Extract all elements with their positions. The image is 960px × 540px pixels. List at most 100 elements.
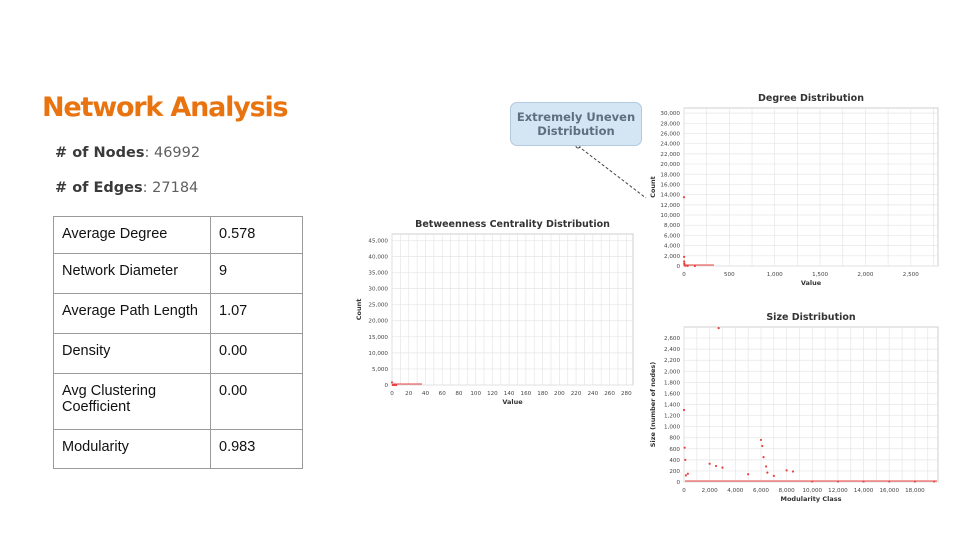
data-point (785, 469, 788, 472)
y-tick-label: 25,000 (368, 303, 388, 309)
data-point (761, 444, 764, 448)
data-point (862, 480, 865, 483)
y-tick-label: 1,000 (664, 425, 680, 431)
edge-count-label: # of Edges (55, 180, 143, 196)
plot-area (683, 107, 939, 267)
data-point (759, 438, 763, 442)
x-tick-label: 10,000 (802, 488, 822, 494)
x-tick-label: 20 (405, 391, 413, 397)
degree-distribution-chart: Degree Distribution 0 500 1,000 1,500 2,000 2,… (649, 93, 939, 287)
data-point (390, 381, 394, 384)
y-tick-label: 2,000 (664, 254, 680, 260)
y-tick-label: 1,800 (664, 380, 680, 386)
y-tick-label: 1,200 (664, 414, 680, 420)
callout-line-2: Distribution (537, 124, 615, 138)
x-tick-label: 260 (604, 391, 615, 397)
metric-name: Average Degree (53, 216, 211, 254)
data-point (714, 464, 718, 468)
x-tick-label: 2,000 (702, 488, 718, 494)
table-row: Average Degree 0.578 (53, 216, 303, 254)
data-point (708, 462, 711, 465)
y-tick-label: 20,000 (660, 162, 680, 168)
y-tick-label: 20,000 (368, 319, 388, 325)
data-point (684, 474, 688, 477)
node-count-label: # of Nodes (55, 145, 145, 161)
y-tick-label: 22,000 (660, 152, 680, 158)
data-point (684, 458, 687, 461)
edge-count: # of Edges: 27184 (55, 180, 198, 196)
y-axis-label: Count (355, 299, 363, 321)
y-tick-label: 2,000 (664, 369, 680, 375)
data-point (836, 480, 840, 483)
y-tick-label: 4,000 (664, 244, 680, 250)
data-point (682, 255, 686, 258)
x-axis-label: Value (801, 279, 822, 287)
y-tick-label: 15,000 (368, 335, 388, 341)
table-row: Average Path Length 1.07 (53, 293, 303, 334)
x-tick-label: 140 (504, 391, 515, 397)
x-tick-label: 220 (571, 391, 582, 397)
data-point (686, 264, 689, 267)
x-axis-label: Modularity Class (781, 495, 842, 503)
y-tick-label: 12,000 (660, 203, 680, 209)
y-tick-label: 40,000 (368, 254, 388, 260)
metric-value: 0.983 (210, 429, 303, 469)
data-point (682, 196, 686, 199)
y-tick-label: 2,600 (664, 336, 680, 342)
y-tick-label: 8,000 (664, 223, 680, 229)
data-point (762, 455, 765, 459)
table-row: Modularity 0.983 (53, 429, 303, 469)
y-tick-label: 1,600 (664, 391, 680, 397)
metrics-table: Average Degree 0.578 Network Diameter 9 Av… (53, 216, 303, 469)
x-tick-label: 16,000 (879, 488, 899, 494)
y-tick-label: 26,000 (660, 131, 680, 137)
x-tick-label: 0 (682, 488, 686, 494)
data-point (717, 327, 720, 330)
x-tick-label: 60 (439, 391, 447, 397)
chart-title: Betweenness Centrality Distribution (415, 219, 610, 230)
y-tick-label: 200 (669, 469, 680, 475)
metric-name: Avg Clustering Coefficient (53, 373, 211, 430)
x-tick-label: 0 (390, 391, 394, 397)
x-tick-label: 40 (422, 391, 430, 397)
y-tick-label: 800 (669, 436, 680, 442)
y-tick-label: 18,000 (660, 172, 680, 178)
x-tick-label: 200 (554, 391, 565, 397)
y-tick-label: 2,400 (664, 347, 680, 353)
x-tick-label: 1,000 (767, 272, 783, 278)
x-tick-label: 18,000 (905, 488, 925, 494)
data-point (721, 466, 724, 469)
data-point (913, 480, 917, 483)
data-point (765, 465, 768, 468)
data-point (683, 446, 686, 449)
metric-name: Network Diameter (53, 253, 211, 294)
chart-title: Degree Distribution (758, 93, 864, 104)
x-tick-label: 280 (621, 391, 632, 397)
y-tick-label: 45,000 (368, 238, 388, 244)
chart-title: Size Distribution (766, 312, 856, 323)
betweenness-centrality-chart: Betweenness Centrality Distribution 0 20 40… (355, 219, 634, 406)
x-tick-label: 120 (487, 391, 498, 397)
y-tick-label: 1,400 (664, 403, 680, 409)
y-tick-label: 30,000 (368, 287, 388, 293)
y-tick-label: 35,000 (368, 271, 388, 277)
y-tick-label: 14,000 (660, 193, 680, 199)
table-row: Avg Clustering Coefficient 0.00 (53, 373, 303, 430)
x-tick-label: 80 (455, 391, 463, 397)
table-row: Density 0.00 (53, 333, 303, 374)
y-tick-label: 0 (384, 383, 388, 389)
data-point (888, 480, 891, 483)
x-tick-label: 1,500 (812, 272, 828, 278)
y-tick-label: 400 (669, 458, 680, 464)
y-tick-label: 2,200 (664, 358, 680, 364)
data-point (772, 474, 775, 478)
x-tick-label: 14,000 (854, 488, 874, 494)
x-tick-label: 12,000 (828, 488, 848, 494)
y-tick-label: 28,000 (660, 121, 680, 127)
data-point (684, 264, 687, 267)
data-point (682, 408, 686, 412)
data-point (393, 383, 396, 387)
data-point (933, 480, 936, 483)
edge-count-value: : 27184 (142, 180, 199, 196)
x-tick-label: 2,000 (857, 272, 873, 278)
